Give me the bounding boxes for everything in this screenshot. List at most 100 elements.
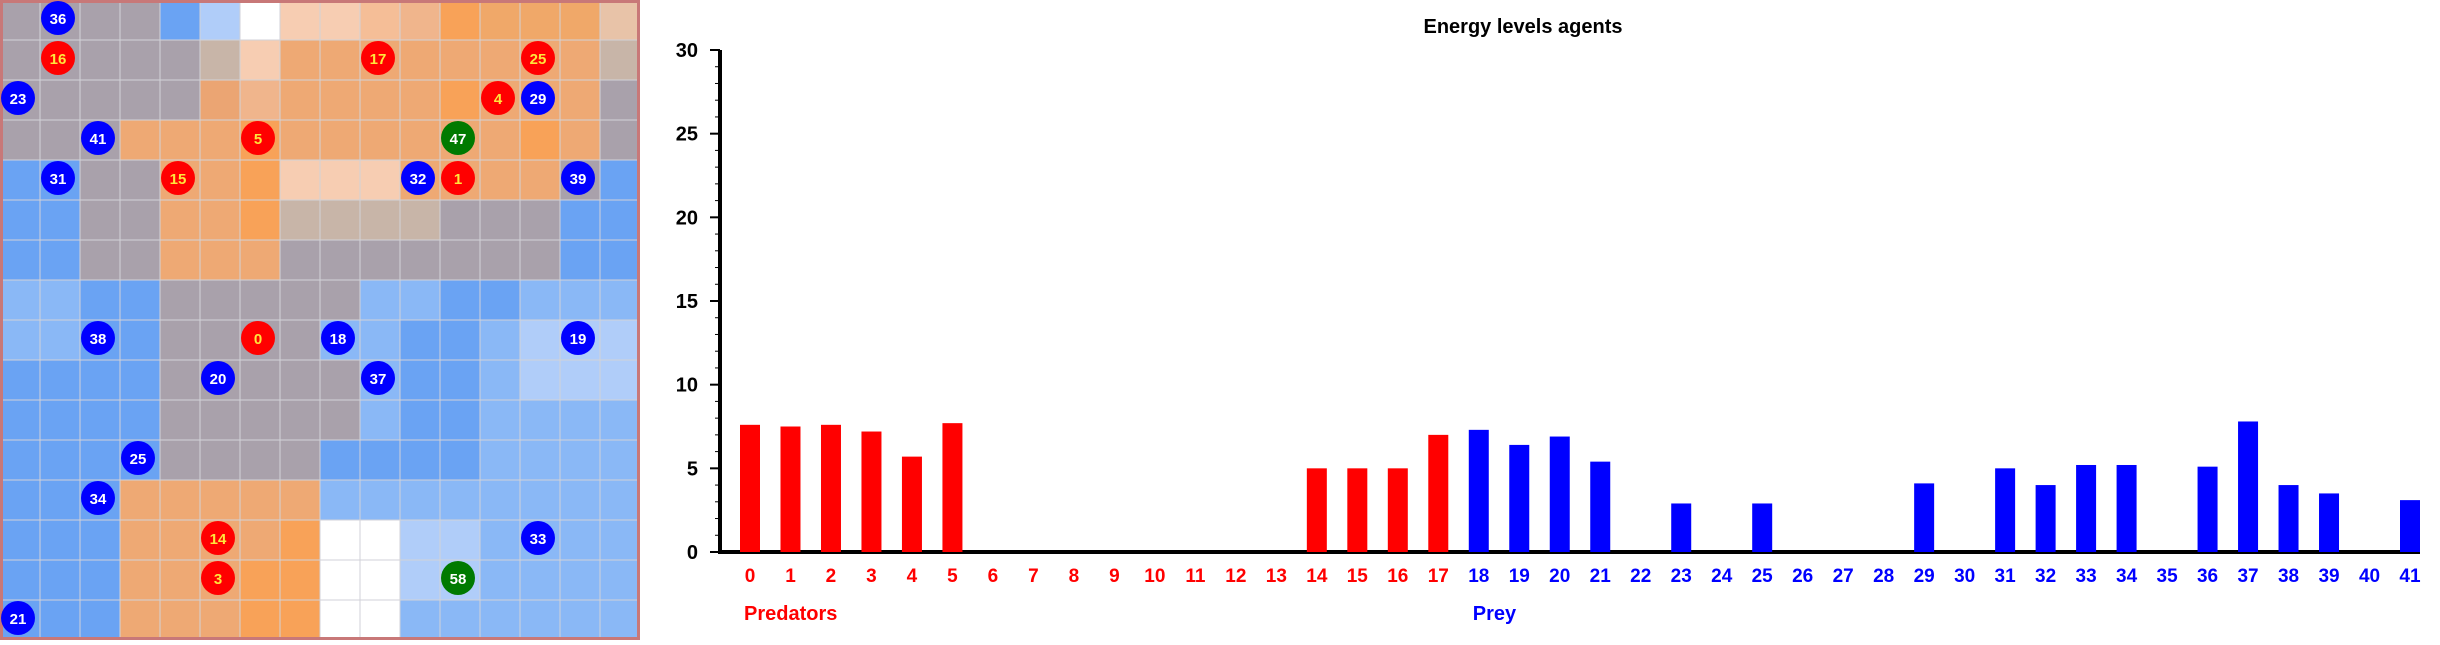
agent-prey: 25 (121, 441, 155, 475)
grid-cell (559, 399, 601, 441)
grid-cell (319, 599, 361, 641)
grid-cell (199, 199, 241, 241)
grid-cell (359, 519, 401, 561)
agent-predator: 4 (481, 81, 515, 115)
grid-cell (159, 559, 201, 601)
grid-cell (559, 359, 601, 401)
agent-prey: 21 (1, 601, 35, 635)
y-tick-label: 0 (687, 542, 698, 564)
grid-cell (359, 0, 401, 41)
agent-predator: 25 (521, 41, 555, 75)
x-tick-label: 32 (2035, 566, 2056, 587)
agent-predator: 5 (241, 121, 275, 155)
grid-cell (279, 479, 321, 521)
grid-cell (319, 279, 361, 321)
agent-marker (361, 41, 395, 75)
bar-20 (1549, 436, 1570, 552)
x-tick-label: 7 (1028, 566, 1039, 587)
agent-plant: 58 (441, 561, 475, 595)
x-tick-label: 17 (1428, 566, 1449, 587)
bar-3 (861, 431, 882, 552)
grid-cell (399, 319, 441, 361)
grid-cell (79, 39, 121, 81)
grid-cell (119, 159, 161, 201)
grid-cell (319, 159, 361, 201)
grid-cell (479, 399, 521, 441)
agent-marker (81, 121, 115, 155)
agent-marker (161, 161, 195, 195)
grid-cell (519, 319, 561, 361)
grid-cell (279, 239, 321, 281)
x-tick-label: 6 (988, 566, 999, 587)
bar-29 (1914, 483, 1935, 552)
agent-prey: 18 (321, 321, 355, 355)
grid-cell (279, 319, 321, 361)
grid-cell (439, 519, 481, 561)
grid-cell (0, 279, 41, 321)
grid-cell (239, 159, 281, 201)
grid-cell (279, 0, 321, 41)
agent-prey: 41 (81, 121, 115, 155)
grid-cell (359, 119, 401, 161)
bar-2 (820, 424, 841, 552)
agent-prey: 29 (521, 81, 555, 115)
bar-31 (1995, 468, 2016, 552)
grid-cell (359, 559, 401, 601)
agent-marker (201, 521, 235, 555)
agent-predator: 0 (241, 321, 275, 355)
grid-cell (559, 519, 601, 561)
grid-cell (399, 39, 441, 81)
x-tick-label: 14 (1306, 566, 1328, 587)
agent-predator: 3 (201, 561, 235, 595)
grid-cell (279, 399, 321, 441)
agent-label: 23 (10, 91, 27, 108)
grid-cell (359, 199, 401, 241)
agent-label: 31 (50, 171, 67, 188)
grid-cell (519, 199, 561, 241)
agent-marker (521, 81, 555, 115)
grid-cell (599, 519, 641, 561)
grid-cell (0, 559, 41, 601)
grid-cell (119, 359, 161, 401)
grid-cell (319, 79, 361, 121)
x-tick-label: 5 (947, 566, 958, 587)
x-tick-label: 10 (1144, 566, 1165, 587)
grid-cell (599, 79, 641, 121)
grid-cell (199, 399, 241, 441)
agent-prey: 39 (561, 161, 595, 195)
bar-4 (901, 456, 922, 552)
group-label: Predators (744, 603, 837, 625)
x-tick-label: 13 (1266, 566, 1287, 587)
grid-cell (239, 0, 281, 41)
grid-cell (79, 359, 121, 401)
grid-cell (439, 599, 481, 641)
agent-prey: 37 (361, 361, 395, 395)
agent-label: 58 (450, 571, 467, 588)
grid-cell (159, 79, 201, 121)
grid-cell (79, 519, 121, 561)
grid-cell (319, 479, 361, 521)
agent-predator: 14 (201, 521, 235, 555)
grid-cell (519, 279, 561, 321)
grid-cell (319, 519, 361, 561)
grid-cell (39, 439, 81, 481)
grid-cell (39, 279, 81, 321)
grid-cell (559, 279, 601, 321)
grid-cell (119, 119, 161, 161)
grid-cell (0, 519, 41, 561)
grid-cell (399, 479, 441, 521)
agent-label: 19 (570, 331, 587, 348)
grid-cell (199, 599, 241, 641)
grid-cell (359, 79, 401, 121)
grid-cell (39, 239, 81, 281)
grid-cell (79, 0, 121, 41)
bar-36 (2197, 466, 2218, 552)
x-tick-label: 24 (1711, 566, 1733, 587)
agent-prey: 36 (41, 1, 75, 35)
grid-cell (79, 399, 121, 441)
agent-marker (81, 481, 115, 515)
agent-marker (441, 161, 475, 195)
agent-label: 37 (370, 371, 387, 388)
grid-cell (0, 199, 41, 241)
x-tick-label: 16 (1387, 566, 1408, 587)
